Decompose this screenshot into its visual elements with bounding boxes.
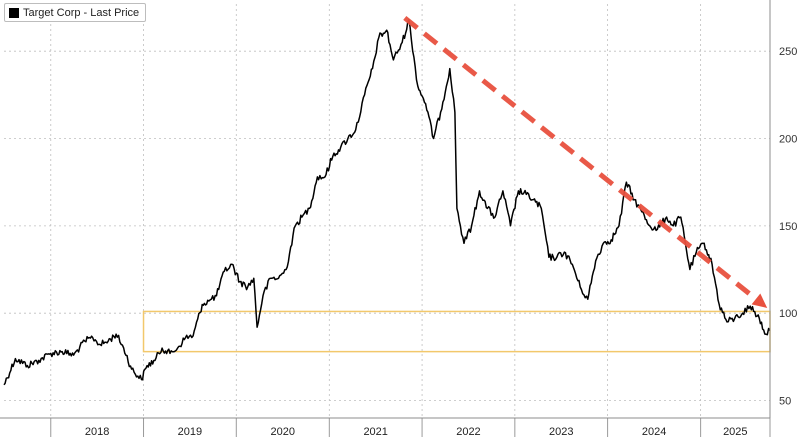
x-tick-label: 2024 [642,426,666,437]
trend-arrow-line [403,16,759,302]
trend-arrow-head [751,293,768,308]
series-lines [3,18,771,386]
legend-label: Target Corp - Last Price [23,6,140,19]
x-tick-label: 2019 [178,426,202,437]
y-tick-label: 100 [779,308,797,320]
y-tick-label: 50 [779,396,791,408]
legend: Target Corp - Last Price [4,3,147,22]
y-tick-labels: 50 100 150 200 250 [779,46,797,407]
y-tick-label: 250 [779,46,797,58]
x-tick-label: 2018 [85,426,109,437]
trend-arrow [403,16,768,308]
legend-swatch [9,7,19,18]
axes [0,0,771,437]
price-line [3,18,771,386]
x-tick-label: 2021 [363,426,387,437]
x-tick-label: 2020 [271,426,295,437]
y-tick-label: 200 [779,134,797,146]
x-tick-label: 2025 [723,426,747,437]
y-tick-label: 150 [779,221,797,233]
x-tick-label: 2023 [549,426,573,437]
x-tick-label: 2022 [456,426,480,437]
x-tick-labels: 2018 2019 2020 2021 2022 2023 2024 2025 [85,426,748,437]
